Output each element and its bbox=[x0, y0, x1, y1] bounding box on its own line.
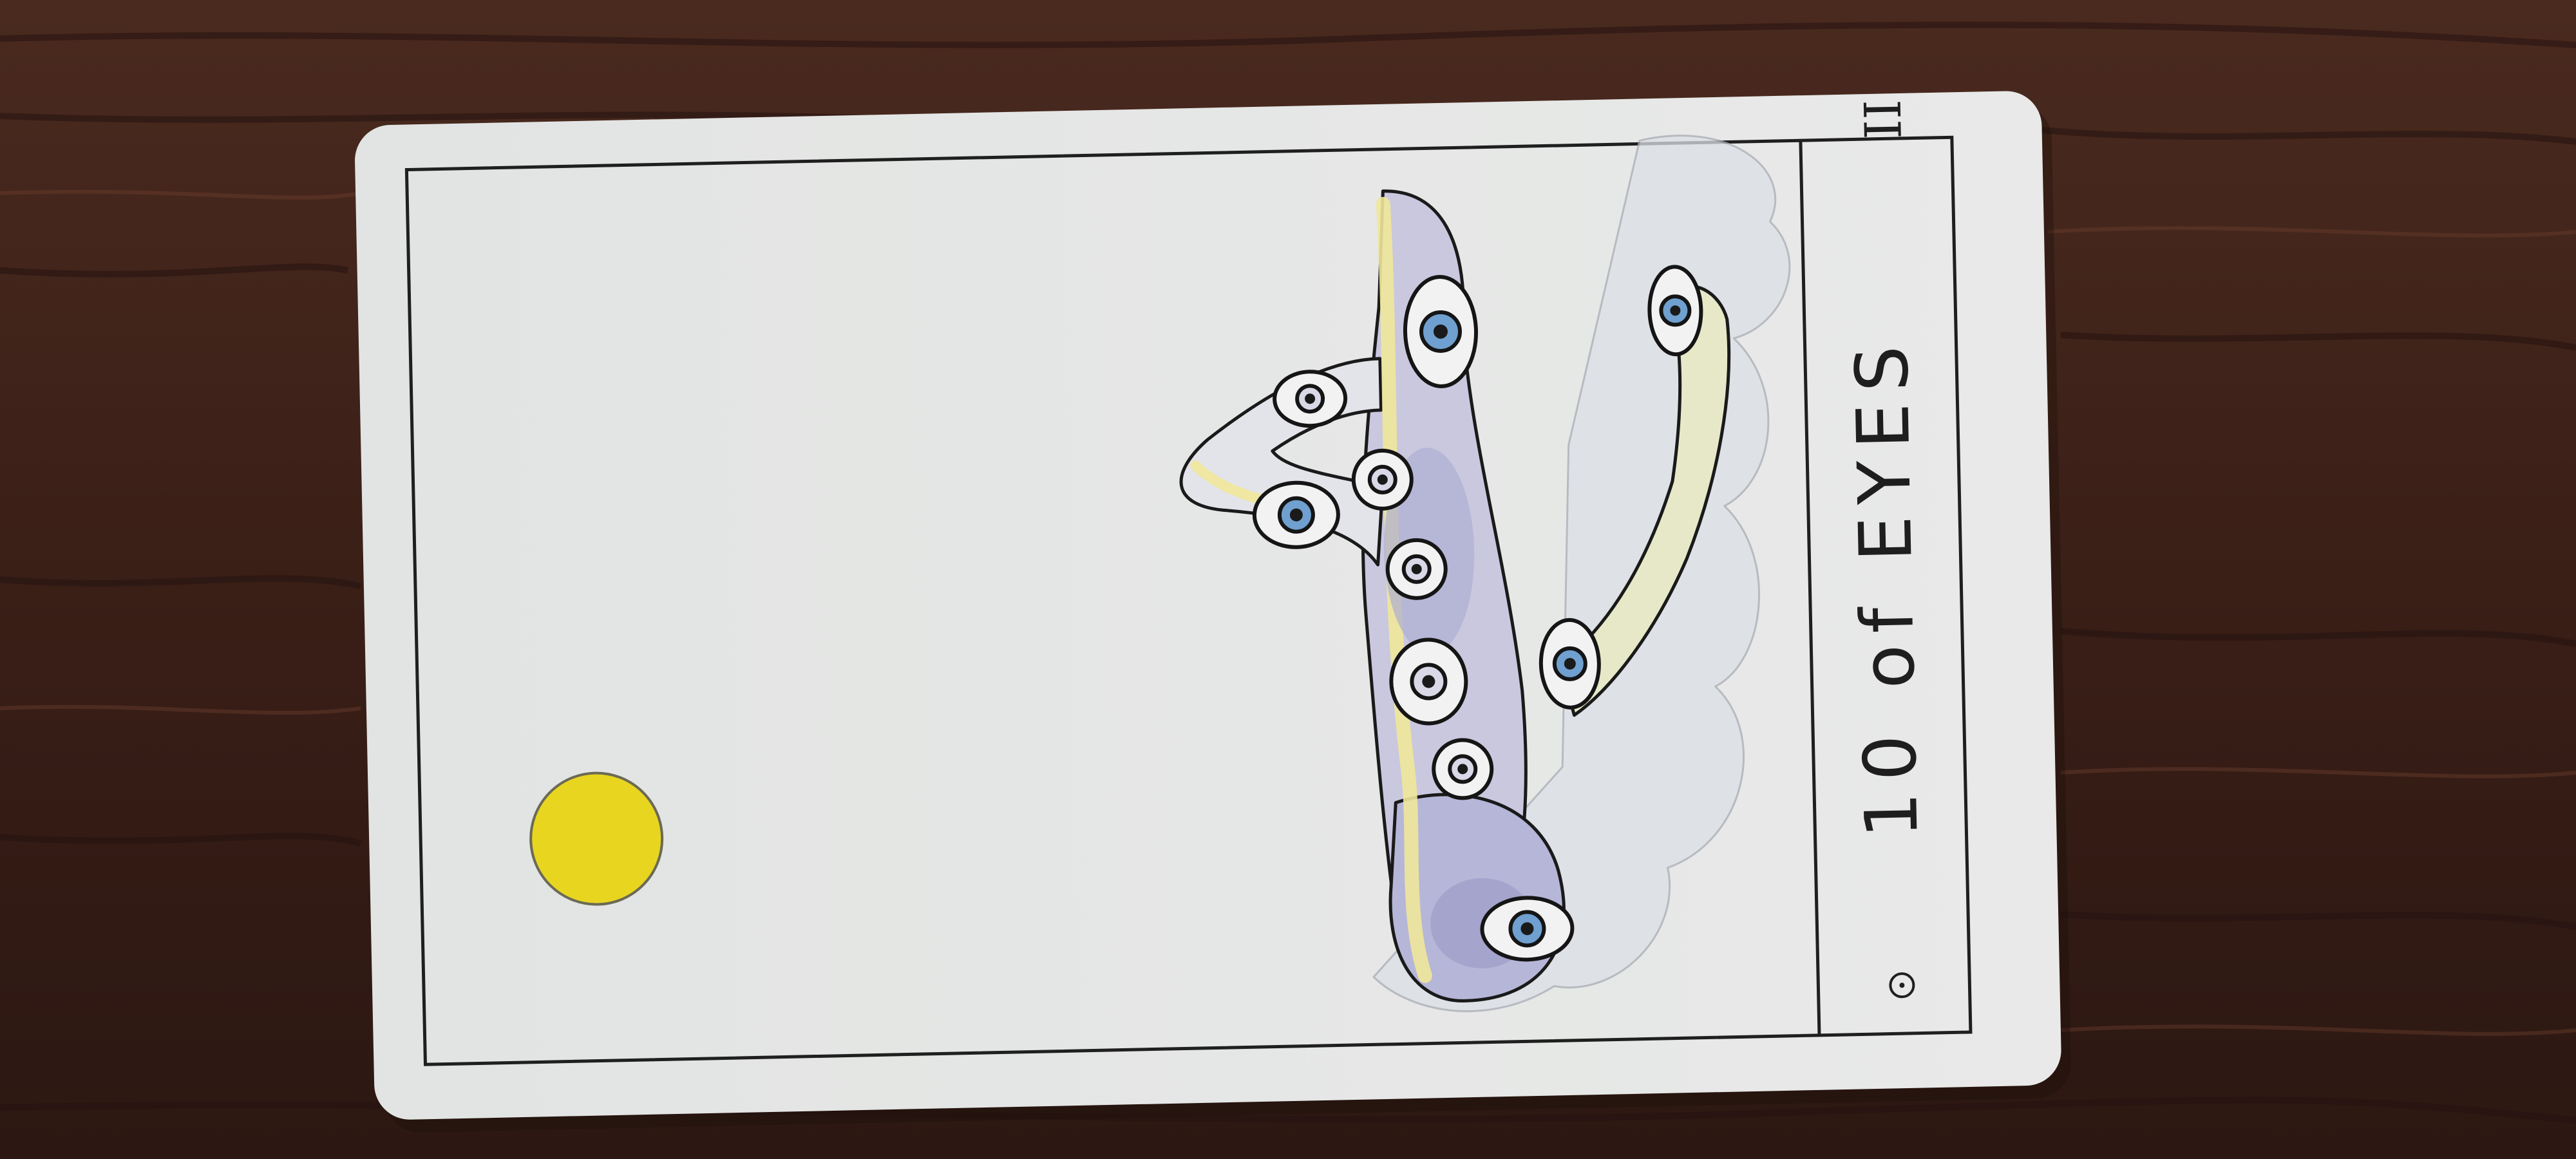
card-title: 10 of EYES bbox=[1840, 334, 1934, 839]
eye-icon bbox=[1539, 617, 1601, 710]
figure-limb-raised bbox=[1558, 285, 1731, 717]
eye-icon bbox=[1403, 274, 1479, 388]
yellow-sun-dot-icon bbox=[529, 771, 664, 906]
tarot-card: 10 of EYES II bbox=[355, 91, 2071, 1133]
dot-in-circle-icon bbox=[1889, 972, 1915, 999]
eye-icon bbox=[1389, 637, 1468, 726]
eyes-group bbox=[1252, 265, 1703, 962]
wood-grain-light bbox=[0, 189, 2576, 1036]
eye-icon bbox=[1385, 538, 1448, 600]
eye-icon bbox=[1273, 370, 1348, 428]
corner-numeral: II bbox=[1855, 99, 1913, 140]
card-inner-frame bbox=[404, 135, 1973, 1066]
eye-icon bbox=[1647, 265, 1703, 357]
eye-icon bbox=[1480, 896, 1575, 962]
eye-icon bbox=[1351, 448, 1414, 511]
eye-icon bbox=[1252, 480, 1340, 549]
title-panel-divider bbox=[1799, 140, 1821, 1035]
card-face bbox=[355, 91, 2061, 1120]
eye-icon bbox=[1432, 738, 1494, 800]
